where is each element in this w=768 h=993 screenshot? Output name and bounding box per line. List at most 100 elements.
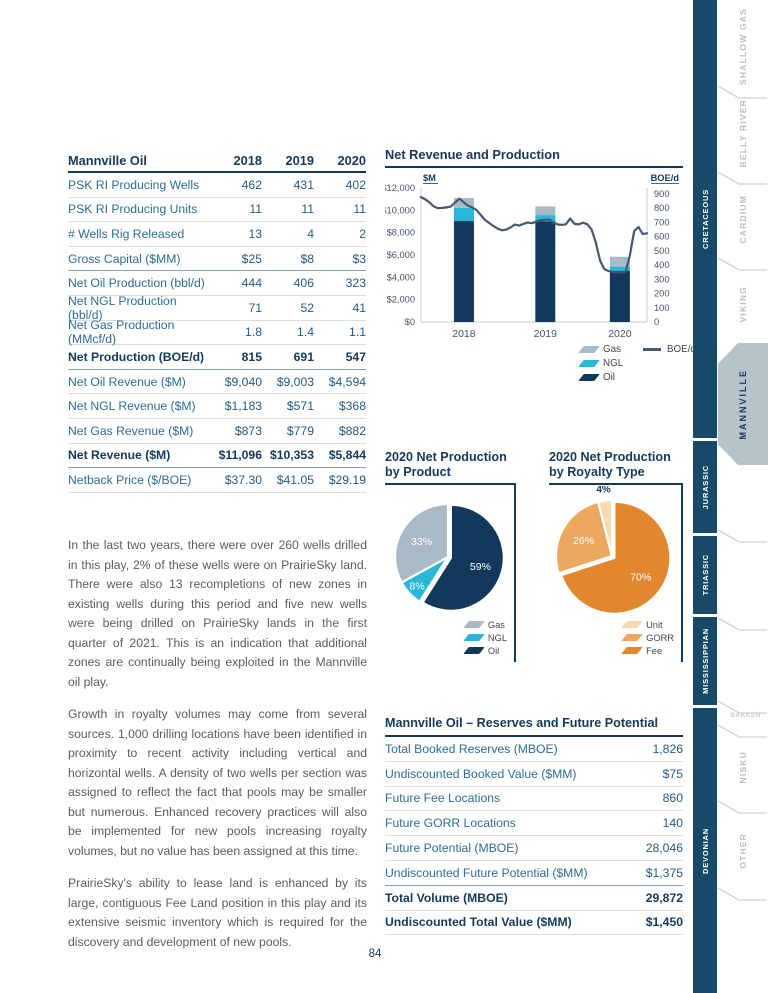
play-tab-column: SHALLOW GAS BELLY RIVER CARDIUM VIKING M… [717,0,768,993]
reserves-value: $75 [662,766,683,781]
tab-separator [717,528,768,544]
section-frame [385,483,516,662]
metric-value: $9,040 [224,374,262,389]
metric-value: $571 [286,399,314,414]
metric-value: 41 [352,300,366,315]
tab-shallow-gas: SHALLOW GAS [718,6,768,86]
period-mississippian: MISSISSIPPIAN [693,617,717,705]
reserves-row: Future Potential (MBOE) 28,046 [385,836,683,861]
reserves-label: Future GORR Locations [385,816,516,831]
metric-value: $1,183 [224,399,262,414]
tab-nisku: NISKU [718,734,768,800]
metric-row: Net Production (BOE/d) 815 691 547 [68,345,366,370]
metric-row: Net Gas Production (MMcf/d) 1.8 1.4 1.1 [68,318,366,347]
metric-value: 691 [293,349,314,364]
metric-value: $873 [234,423,262,438]
svg-text:2019: 2019 [534,328,558,340]
metric-label: Net Gas Production (MMcf/d) [68,318,175,347]
legend-item [643,358,696,369]
chart-legend: Gas BOE/d NGL Oil [578,344,696,383]
svg-text:8%: 8% [409,581,424,593]
metric-value: 1.1 [349,325,366,340]
legend-label: Oil [487,645,500,656]
period-devonian: DEVONIAN [693,708,717,993]
metric-label: Net NGL Revenue ($M) [68,399,196,414]
reserves-value: 140 [662,816,683,831]
reserves-row: Total Booked Reserves (MBOE) 1,826 [385,737,683,762]
metric-label: Netback Price ($/BOE) [68,472,192,487]
reserves-label: Undiscounted Total Value ($MM) [385,915,572,930]
svg-text:33%: 33% [411,536,432,548]
tab-separator [717,170,768,186]
reserves-value: 28,046 [645,841,683,856]
metric-value: $3 [352,251,366,266]
swatch-fee [621,647,643,654]
metric-label: Net Gas Revenue ($M) [68,423,194,438]
pie-title-line1: 2020 Net Production [549,450,671,464]
table-title: Mannville Oil – Reserves and Future Pote… [385,716,683,737]
metric-row: PSK RI Producing Units 11 11 11 [68,198,366,223]
pie-title-line2: by Royalty Type [549,464,645,479]
table-body: PSK RI Producing Wells 462 431 402 PSK RI Pr… [68,173,366,493]
svg-text:700: 700 [654,217,670,227]
pie-title: 2020 Net Production by Royalty Type [549,450,683,480]
metric-label: Net Revenue ($M) [68,448,171,463]
metric-label: # Wells Rig Released [68,226,185,241]
metric-value: $5,844 [328,448,366,463]
paragraph: Growth in royalty volumes may come from … [68,707,367,858]
svg-text:400: 400 [654,260,670,270]
pie-title-line2: by Product [385,464,451,479]
line-swatch-boe/d [643,348,661,351]
page-number: 84 [368,948,382,960]
reserves-value: 1,826 [652,741,684,756]
reserves-label: Undiscounted Future Potential ($MM) [385,865,588,880]
metric-value: 462 [241,177,262,192]
svg-text:500: 500 [654,246,670,256]
paragraph: In the last two years, there were over 2… [68,538,367,689]
metric-value: $11,096 [218,448,262,463]
metric-value: 815 [241,349,262,364]
tab-other: OTHER [718,816,768,886]
mannville-oil-metrics-table: Mannville Oil 2018 2019 2020 PSK RI Prod… [68,147,366,493]
svg-text:800: 800 [654,203,670,213]
swatch-gorr [621,634,643,641]
pie-title: 2020 Net Production by Product [385,450,516,480]
svg-text:$0: $0 [405,317,415,327]
pie-legend: Unit GORR Fee [621,618,674,657]
metric-value: $9,003 [276,374,314,389]
period-label: TRIASSIC [700,554,710,596]
tab-separator [717,699,768,715]
reserves-row: Total Volume (MBOE) 29,872 [385,886,683,911]
metric-value: 52 [300,300,314,315]
reserves-label: Future Fee Locations [385,791,501,806]
period-triassic: TRIASSIC [693,536,717,614]
swatch-gas [578,346,600,353]
metric-label: Gross Capital ($MM) [68,251,181,266]
svg-text:100: 100 [654,303,670,313]
metric-value: 2 [359,226,366,241]
reserves-row: Undiscounted Booked Value ($MM) $75 [385,762,683,787]
tab-label: BELLY RIVER [738,98,748,168]
metric-row: Net Oil Revenue ($M) $9,040 $9,003 $4,594 [68,370,366,395]
svg-text:2020: 2020 [608,328,632,340]
column-header-2020: 2020 [337,153,366,168]
metric-row: # Wells Rig Released 13 4 2 [68,222,366,247]
legend-label: NGL [487,632,507,643]
metric-value: $10,353 [269,448,314,463]
metric-label: Net Oil Production (bbl/d) [68,276,205,291]
metric-value: $368 [338,399,366,414]
table-body: Total Booked Reserves (MBOE) 1,826 Undisco… [385,737,683,936]
reserves-row: Undiscounted Future Potential ($MM) $1,37… [385,861,683,886]
metric-value: 406 [293,276,314,291]
period-cretaceous: CRETACEOUS [693,0,717,438]
legend-label: Fee [646,645,663,656]
metric-value: 11 [249,202,262,217]
product-pie-chart: 59% 8% 33% [394,502,505,612]
tab-label: VIKING [738,285,748,323]
metric-value: 11 [301,202,314,217]
pie-legend: Gas NGL Oil [463,618,507,657]
svg-text:200: 200 [654,289,670,299]
legend-item: NGL [463,631,507,644]
metric-label: PSK RI Producing Units [68,202,198,217]
